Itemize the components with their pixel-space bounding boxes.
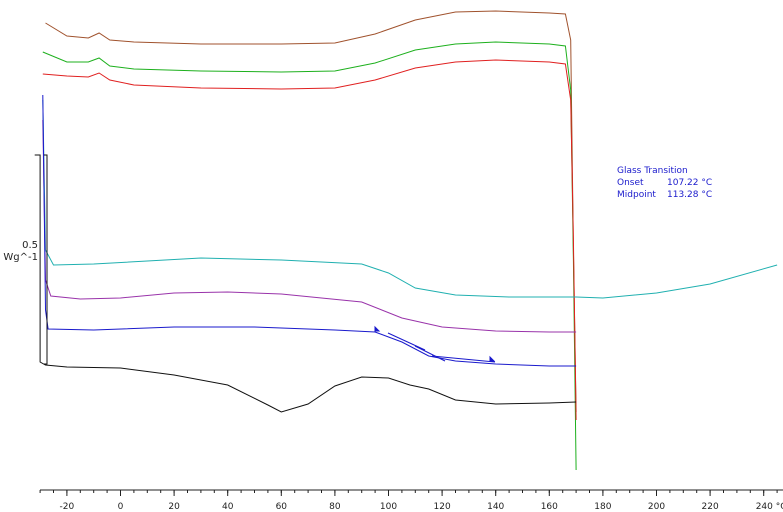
x-tick-label: 80 (329, 502, 341, 512)
x-tick-label: 100 (380, 502, 397, 512)
annotation-onset-value: 107.22 °C (667, 178, 712, 188)
series-line-1 (42, 41, 577, 471)
glass-transition-annotation: Glass Transition Onset 107.22 °C Midpoin… (617, 166, 712, 200)
x-tick-label: 120 (434, 502, 451, 512)
tangent-line-1 (387, 332, 426, 351)
series-line-6 (34, 154, 577, 413)
series-layer (34, 10, 778, 471)
x-tick-label: 220 (702, 502, 719, 512)
x-tick-label: 180 (594, 502, 611, 512)
x-axis: -20 0 20 40 60 80 100 120 140 160 180 200 220 240 °C (39, 489, 783, 512)
series-line-3 (42, 99, 778, 299)
onset-marker (374, 325, 381, 332)
x-tick-label: 20 (168, 502, 180, 512)
x-tick-label: -20 (60, 502, 75, 512)
x-tick-label: 140 (487, 502, 504, 512)
scale-bar-value: 0.5 (22, 240, 38, 251)
scale-bar: 0.5 Wg^-1 (3, 154, 48, 365)
x-tick-label: 40 (222, 502, 234, 512)
tangent-marks (374, 325, 496, 363)
x-tick-label: 240 °C (756, 502, 783, 512)
annotation-onset-label: Onset (617, 178, 644, 188)
series-line-2 (42, 59, 577, 421)
tangent-line-2 (414, 345, 446, 362)
x-tick-label: 160 (541, 502, 558, 512)
scale-bar-bracket (44, 154, 48, 365)
x-tick-label: 0 (118, 502, 124, 512)
annotation-midpoint-value: 113.28 °C (667, 190, 712, 200)
x-tick-label: 60 (276, 502, 288, 512)
series-line-5 (42, 94, 577, 367)
tangent-line-3 (431, 355, 496, 363)
series-line-0 (45, 10, 577, 413)
annotation-midpoint-label: Midpoint (617, 190, 656, 200)
annotation-title: Glass Transition (617, 166, 688, 176)
x-tick-label: 200 (648, 502, 665, 512)
scale-bar-unit: Wg^-1 (3, 252, 38, 263)
series-line-4 (42, 119, 577, 333)
end-marker (489, 355, 496, 362)
